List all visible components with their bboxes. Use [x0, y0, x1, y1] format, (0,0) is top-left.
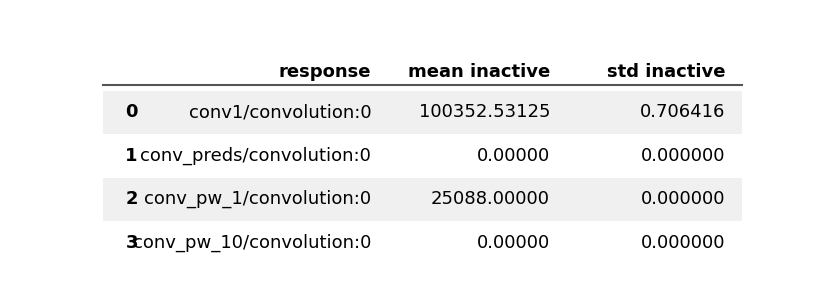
Text: conv_preds/convolution:0: conv_preds/convolution:0	[140, 147, 371, 165]
Text: 0.00000: 0.00000	[477, 234, 550, 252]
Text: conv_pw_10/convolution:0: conv_pw_10/convolution:0	[133, 234, 371, 252]
Text: 0.00000: 0.00000	[477, 147, 550, 165]
Text: 0.000000: 0.000000	[641, 147, 726, 165]
Text: 0: 0	[125, 103, 138, 121]
Bar	[103, 91, 742, 134]
Text: 3: 3	[125, 234, 138, 252]
Text: mean inactive: mean inactive	[408, 63, 550, 81]
Bar	[103, 178, 742, 221]
Text: conv_pw_1/convolution:0: conv_pw_1/convolution:0	[144, 190, 371, 208]
Bar	[103, 134, 742, 178]
Text: response: response	[279, 63, 371, 81]
Text: 2: 2	[125, 190, 138, 208]
Text: 100352.53125: 100352.53125	[419, 103, 550, 121]
Text: std inactive: std inactive	[607, 63, 726, 81]
Text: 0.706416: 0.706416	[640, 103, 726, 121]
Text: conv1/convolution:0: conv1/convolution:0	[189, 103, 371, 121]
Text: 0.000000: 0.000000	[641, 234, 726, 252]
Bar	[103, 221, 742, 264]
Text: 0.000000: 0.000000	[641, 190, 726, 208]
Text: 1: 1	[125, 147, 138, 165]
Text: 25088.00000: 25088.00000	[431, 190, 550, 208]
